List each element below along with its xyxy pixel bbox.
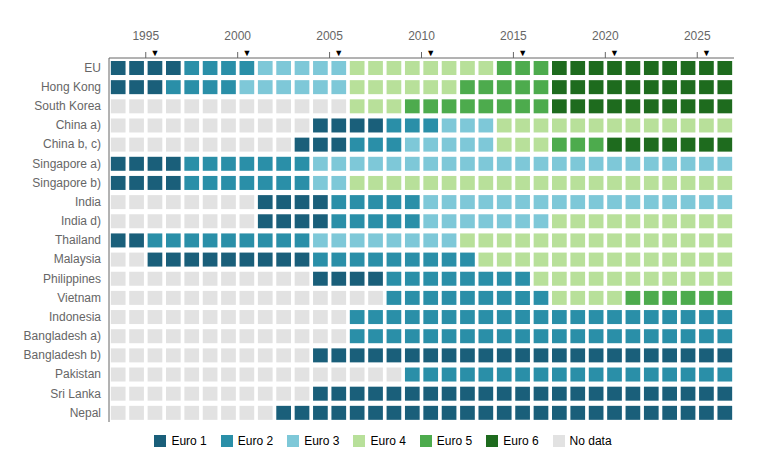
svg-text:EU: EU <box>84 61 101 75</box>
svg-text:▼: ▼ <box>702 48 711 58</box>
svg-text:2000: 2000 <box>224 29 251 43</box>
svg-text:▼: ▼ <box>334 48 343 58</box>
html-text:Euro 1: Euro 1 <box>171 434 207 448</box>
svg-text:2020: 2020 <box>592 29 619 43</box>
html-text:No data: No data <box>569 434 612 448</box>
svg-text:Bangladesh a): Bangladesh a) <box>24 329 101 343</box>
svg-text:Nepal: Nepal <box>70 406 101 420</box>
svg-text:2025: 2025 <box>684 29 711 43</box>
svg-text:2005: 2005 <box>316 29 343 43</box>
svg-text:India d): India d) <box>61 214 101 228</box>
svg-text:Vietnam: Vietnam <box>57 291 101 305</box>
svg-text:China b, c): China b, c) <box>43 137 101 151</box>
svg-text:Singapore a): Singapore a) <box>32 157 101 171</box>
svg-text:▼: ▼ <box>426 48 435 58</box>
html-text:Euro 6: Euro 6 <box>503 434 539 448</box>
svg-text:1995: 1995 <box>132 29 159 43</box>
svg-text:Hong Kong: Hong Kong <box>41 80 101 94</box>
svg-text:2010: 2010 <box>408 29 435 43</box>
svg-text:Indonesia: Indonesia <box>49 310 101 324</box>
svg-text:India: India <box>75 195 101 209</box>
html-text:Euro 3: Euro 3 <box>304 434 340 448</box>
svg-text:Malaysia: Malaysia <box>54 252 102 266</box>
svg-text:▼: ▼ <box>518 48 527 58</box>
svg-text:2015: 2015 <box>500 29 527 43</box>
svg-text:▼: ▼ <box>242 48 251 58</box>
svg-text:Philippines: Philippines <box>43 272 101 286</box>
html-text:Euro 2: Euro 2 <box>237 434 274 448</box>
html-text:Euro 4: Euro 4 <box>370 434 406 448</box>
svg-text:South Korea: South Korea <box>34 99 101 113</box>
svg-text:▼: ▼ <box>150 48 159 58</box>
svg-text:Pakistan: Pakistan <box>55 367 101 381</box>
svg-text:Sri Lanka: Sri Lanka <box>50 387 101 401</box>
svg-text:Singapore b): Singapore b) <box>32 176 101 190</box>
html-text:Euro 5: Euro 5 <box>436 434 473 448</box>
svg-text:Bangladesh b): Bangladesh b) <box>24 348 101 362</box>
svg-text:▼: ▼ <box>610 48 619 58</box>
svg-text:China a): China a) <box>56 118 101 132</box>
svg-text:Thailand: Thailand <box>55 233 101 247</box>
